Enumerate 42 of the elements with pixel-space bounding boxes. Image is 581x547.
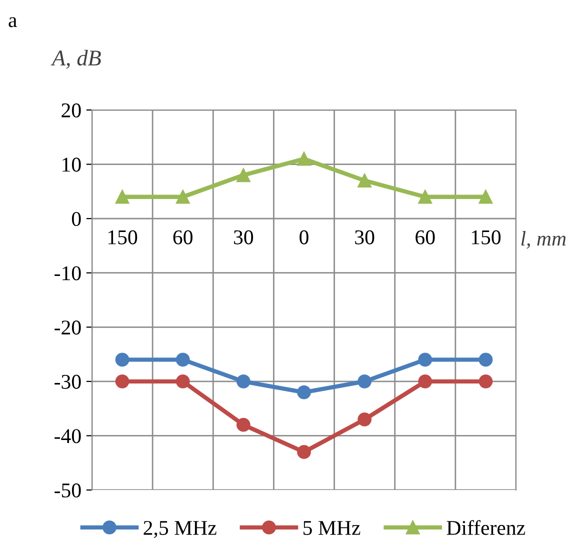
legend-label: 5 MHz bbox=[304, 521, 360, 535]
x-tick-label: 60 bbox=[416, 230, 435, 244]
point bbox=[236, 374, 250, 388]
chart-title: a bbox=[8, 17, 17, 28]
point bbox=[358, 174, 372, 188]
y-axis-title: A, dB bbox=[50, 50, 101, 69]
point bbox=[478, 374, 493, 388]
y-tick-label: -20 bbox=[54, 320, 81, 335]
x-tick-label: 30 bbox=[355, 230, 374, 244]
y-tick-label: -30 bbox=[54, 374, 81, 389]
x-tick-label: 60 bbox=[173, 230, 192, 244]
point bbox=[358, 412, 372, 426]
point bbox=[236, 168, 250, 182]
x-tick-label: 150 bbox=[472, 230, 501, 244]
point bbox=[176, 352, 190, 367]
x-tick-label: 30 bbox=[234, 230, 254, 244]
legend-label: Differenz bbox=[446, 520, 526, 535]
point bbox=[236, 418, 250, 432]
point bbox=[176, 190, 190, 204]
y-tick-label: 0 bbox=[72, 212, 81, 226]
point bbox=[297, 152, 311, 166]
point bbox=[115, 374, 130, 388]
point bbox=[115, 190, 130, 204]
point bbox=[176, 374, 190, 388]
point bbox=[297, 445, 311, 459]
point bbox=[418, 374, 432, 388]
y-tick-label: -50 bbox=[54, 483, 81, 498]
legend-label: 2,5 MHz bbox=[144, 520, 216, 538]
y-tick-label: 10 bbox=[62, 158, 81, 172]
y-tick-label: -40 bbox=[54, 429, 81, 444]
point bbox=[358, 374, 372, 388]
point bbox=[297, 385, 311, 400]
y-tick-label: -10 bbox=[54, 266, 81, 280]
point bbox=[418, 352, 432, 367]
y-tick-label: 20 bbox=[62, 103, 81, 118]
point bbox=[478, 352, 493, 367]
x-tick-label: 0 bbox=[300, 230, 308, 244]
x-axis-title: l, mm bbox=[521, 231, 566, 249]
point bbox=[478, 190, 493, 204]
point bbox=[115, 352, 130, 367]
x-tick-label: 150 bbox=[108, 230, 138, 244]
point bbox=[418, 190, 432, 204]
